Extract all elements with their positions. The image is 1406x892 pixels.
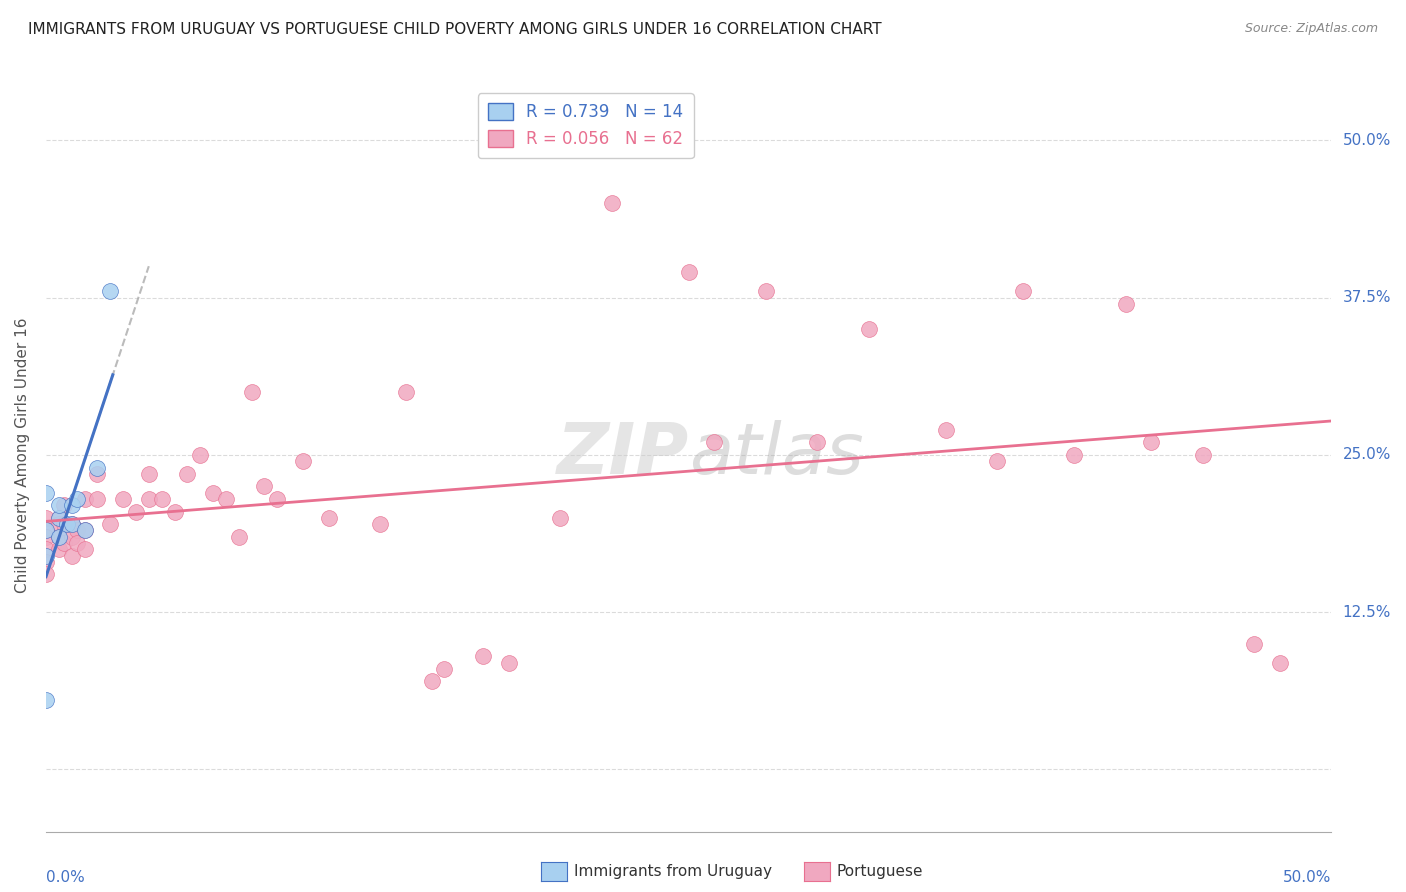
Point — [35, 524, 58, 538]
Point — [1140, 435, 1163, 450]
Point — [1115, 297, 1137, 311]
Point — [35, 549, 58, 563]
Point — [48, 511, 70, 525]
Point — [73, 524, 96, 538]
Point — [48, 517, 70, 532]
Point — [35, 530, 58, 544]
Point — [150, 491, 173, 506]
Point — [215, 491, 238, 506]
Legend: R = 0.739   N = 14, R = 0.056   N = 62: R = 0.739 N = 14, R = 0.056 N = 62 — [478, 94, 693, 158]
Text: 25.0%: 25.0% — [1343, 448, 1391, 462]
Point — [52, 498, 75, 512]
Point — [703, 435, 725, 450]
Point — [433, 662, 456, 676]
Point — [318, 511, 340, 525]
Point — [1268, 656, 1291, 670]
Point — [755, 285, 778, 299]
Point — [48, 498, 70, 512]
Point — [240, 384, 263, 399]
Text: 50.0%: 50.0% — [1343, 133, 1391, 148]
Point — [35, 542, 58, 557]
Point — [1192, 448, 1215, 462]
Point — [395, 384, 418, 399]
Point — [35, 555, 58, 569]
Text: IMMIGRANTS FROM URUGUAY VS PORTUGUESE CHILD POVERTY AMONG GIRLS UNDER 16 CORRELA: IMMIGRANTS FROM URUGUAY VS PORTUGUESE CH… — [28, 22, 882, 37]
Point — [86, 491, 108, 506]
Point — [86, 467, 108, 481]
Point — [60, 517, 83, 532]
Point — [35, 485, 58, 500]
Point — [548, 511, 571, 525]
Point — [60, 498, 83, 512]
Point — [55, 517, 77, 532]
Point — [176, 467, 198, 481]
Point — [73, 524, 96, 538]
Point — [202, 485, 225, 500]
Point — [52, 517, 75, 532]
Point — [163, 504, 186, 518]
Point — [266, 491, 288, 506]
Point — [420, 674, 443, 689]
Point — [678, 265, 700, 279]
Point — [73, 491, 96, 506]
Text: 0.0%: 0.0% — [46, 871, 84, 885]
Point — [48, 530, 70, 544]
Point — [112, 491, 135, 506]
Point — [60, 517, 83, 532]
Point — [498, 656, 520, 670]
Text: 37.5%: 37.5% — [1343, 290, 1391, 305]
Point — [472, 649, 495, 664]
Point — [35, 567, 58, 582]
Point — [48, 542, 70, 557]
Point — [600, 196, 623, 211]
Text: Source: ZipAtlas.com: Source: ZipAtlas.com — [1244, 22, 1378, 36]
Point — [806, 435, 828, 450]
Point — [253, 479, 276, 493]
Point — [73, 542, 96, 557]
Point — [858, 322, 880, 336]
Point — [60, 530, 83, 544]
Text: Portuguese: Portuguese — [837, 864, 924, 879]
Point — [1243, 637, 1265, 651]
Point — [35, 693, 58, 707]
Point — [228, 530, 250, 544]
Y-axis label: Child Poverty Among Girls Under 16: Child Poverty Among Girls Under 16 — [15, 318, 30, 592]
Point — [60, 549, 83, 563]
Point — [86, 460, 108, 475]
Point — [52, 536, 75, 550]
Point — [66, 491, 89, 506]
Point — [125, 504, 148, 518]
Text: 12.5%: 12.5% — [1343, 605, 1391, 620]
Text: ZIP: ZIP — [557, 420, 689, 490]
Point — [48, 511, 70, 525]
Point — [1063, 448, 1085, 462]
Point — [98, 517, 121, 532]
Text: atlas: atlas — [689, 420, 863, 490]
Point — [98, 285, 121, 299]
Point — [138, 467, 160, 481]
Point — [1012, 285, 1035, 299]
Point — [66, 524, 89, 538]
Point — [935, 423, 957, 437]
Point — [986, 454, 1008, 468]
Point — [35, 511, 58, 525]
Point — [368, 517, 391, 532]
Text: Immigrants from Uruguay: Immigrants from Uruguay — [574, 864, 772, 879]
Point — [188, 448, 211, 462]
Point — [48, 530, 70, 544]
Point — [66, 536, 89, 550]
Point — [138, 491, 160, 506]
Text: 50.0%: 50.0% — [1284, 871, 1331, 885]
Point — [35, 524, 58, 538]
Point — [292, 454, 315, 468]
